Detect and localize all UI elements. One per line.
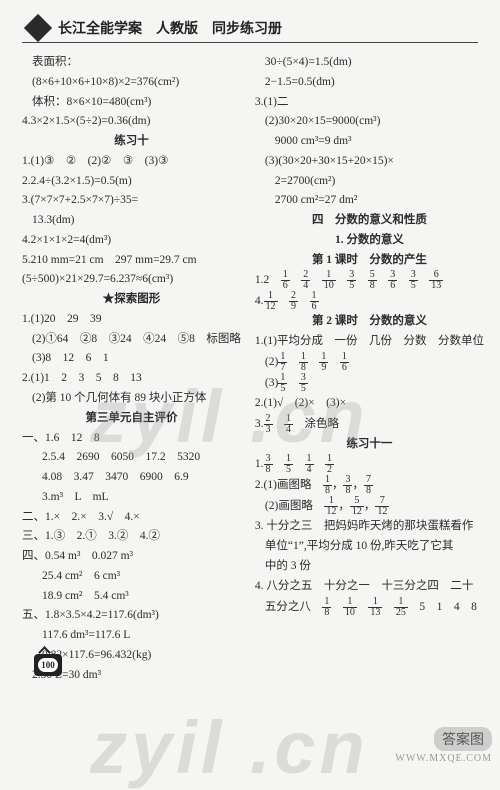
text-line: ★探索图形 — [22, 290, 241, 310]
text-line: 2700 cm²=27 dm² — [255, 191, 484, 211]
text-line: 表面积： — [22, 53, 241, 73]
tv-icon: 100 — [34, 654, 62, 676]
text-line: 五分之八 18 110 113 125 5 1 4 8 — [255, 597, 484, 618]
text-line: 第 2 课时 分数的意义 — [255, 312, 484, 332]
text-line: 一、1.6 12 8 — [22, 429, 241, 449]
text-line: (5÷500)×21×29.7=6.237≈6(cm³) — [22, 270, 241, 290]
text-line: 1.38 15 14 12 — [255, 454, 484, 475]
diamond-icon — [24, 14, 52, 42]
text-line: 1.(1)20 29 39 — [22, 310, 241, 330]
text-line: 13.3(dm) — [22, 211, 241, 231]
text-line: 2.(1)画图略 18，38，78 — [255, 475, 484, 496]
text-line: 二、1.× 2.× 3.√ 4.× — [22, 508, 241, 528]
left-column: 表面积：(8×6+10×6+10×8)×2=376(cm²)体积：8×6×10=… — [22, 53, 241, 686]
right-column: 30÷(5×4)=1.5(dm)2−1.5=0.5(dm)3.(1)二(2)30… — [255, 53, 484, 686]
corner-mark: 答案图 WWW.MXQE.COM — [395, 727, 492, 764]
text-line: 中的 3 份 — [255, 557, 484, 577]
page-header: 长江全能学案 人教版 同步练习册 — [22, 18, 478, 38]
corner-url: WWW.MXQE.COM — [395, 753, 492, 764]
page-number-badge: 100 — [34, 654, 62, 676]
text-line: (2)第 10 个几何体有 89 块小正方体 — [22, 389, 241, 409]
text-line: 3. 十分之三 把妈妈昨天烤的那块蛋糕看作 — [255, 517, 484, 537]
text-line: 117.6 dm³=117.6 L — [22, 626, 241, 646]
text-line: 4.2×1×1×2=4(dm³) — [22, 231, 241, 251]
content-columns: 表面积：(8×6+10×6+10×8)×2=376(cm²)体积：8×6×10=… — [22, 53, 478, 686]
text-line: (2)30×20×15=9000(cm³) — [255, 112, 484, 132]
text-line: (3)8 12 6 1 — [22, 349, 241, 369]
text-line: 体积：8×6×10=480(cm³) — [22, 93, 241, 113]
text-line: (8×6+10×6+10×8)×2=376(cm²) — [22, 73, 241, 93]
text-line: 1.(1)③ ② (2)② ③ (3)③ — [22, 152, 241, 172]
text-line: 2.(1)√ (2)× (3)× — [255, 394, 484, 414]
text-line: (3)(30×20+30×15+20×15)× — [255, 152, 484, 172]
page-number: 100 — [38, 658, 58, 672]
text-line: 9000 cm³=9 dm³ — [255, 132, 484, 152]
text-line: (2)画图略 112，512，712 — [255, 496, 484, 517]
text-line: 30÷(5×4)=1.5(dm) — [255, 53, 484, 73]
text-line: 2.2.4÷(3.2×1.5)=0.5(m) — [22, 172, 241, 192]
text-line: (3)15 35 — [255, 373, 484, 394]
text-line: 5.210 mm=21 cm 297 mm=29.7 cm — [22, 251, 241, 271]
text-line: 3.(7×7×7+2.5×7×7)÷35= — [22, 191, 241, 211]
text-line: 练习十 — [22, 132, 241, 152]
text-line: 4.112 29 16 — [255, 291, 484, 312]
text-line: 练习十一 — [255, 435, 484, 455]
text-line: 四、0.54 m³ 0.027 m³ — [22, 547, 241, 567]
header-title: 长江全能学案 人教版 同步练习册 — [58, 18, 282, 38]
text-line: 五、1.8×3.5×4.2=117.6(dm³) — [22, 606, 241, 626]
text-line: 1.(1)平均分成 一份 几份 分数 分数单位 — [255, 332, 484, 352]
text-line: 4.08 3.47 3470 6900 6.9 — [22, 468, 241, 488]
watermark: zyil .cn — [90, 705, 369, 790]
text-line: 3.(1)二 — [255, 93, 484, 113]
text-line: 2.(1)1 2 3 5 8 13 — [22, 369, 241, 389]
text-line: 1.2 16 24 110 35 58 36 35 613 — [255, 270, 484, 291]
text-line: 4. 八分之五 十分之一 十三分之四 二十 — [255, 577, 484, 597]
text-line: 3.m³ L mL — [22, 488, 241, 508]
corner-badge: 答案图 — [434, 727, 492, 751]
text-line: 3.23 14 涂色略 — [255, 414, 484, 435]
text-line: 25.4 cm² 6 cm³ — [22, 567, 241, 587]
text-line: 4.3×2×1.5×(5÷2)=0.36(dm) — [22, 112, 241, 132]
text-line: 18.9 cm² 5.4 cm³ — [22, 587, 241, 607]
text-line: 2−1.5=0.5(dm) — [255, 73, 484, 93]
text-line: 1. 分数的意义 — [255, 231, 484, 251]
text-line: 四 分数的意义和性质 — [255, 211, 484, 231]
text-line: (2)17 18 19 16 — [255, 352, 484, 373]
text-line: 2=2700(cm²) — [255, 172, 484, 192]
text-line: 三、1.③ 2.① 3.② 4.② — [22, 527, 241, 547]
text-line: 2.5.4 2690 6050 17.2 5320 — [22, 448, 241, 468]
header-rule — [22, 42, 478, 43]
text-line: 单位“1”,平均分成 10 份,昨天吃了它其 — [255, 537, 484, 557]
text-line: (2)①64 ②8 ③24 ④24 ⑤8 标图略 — [22, 330, 241, 350]
text-line: 第 1 课时 分数的产生 — [255, 251, 484, 271]
text-line: 第三单元自主评价 — [22, 409, 241, 429]
